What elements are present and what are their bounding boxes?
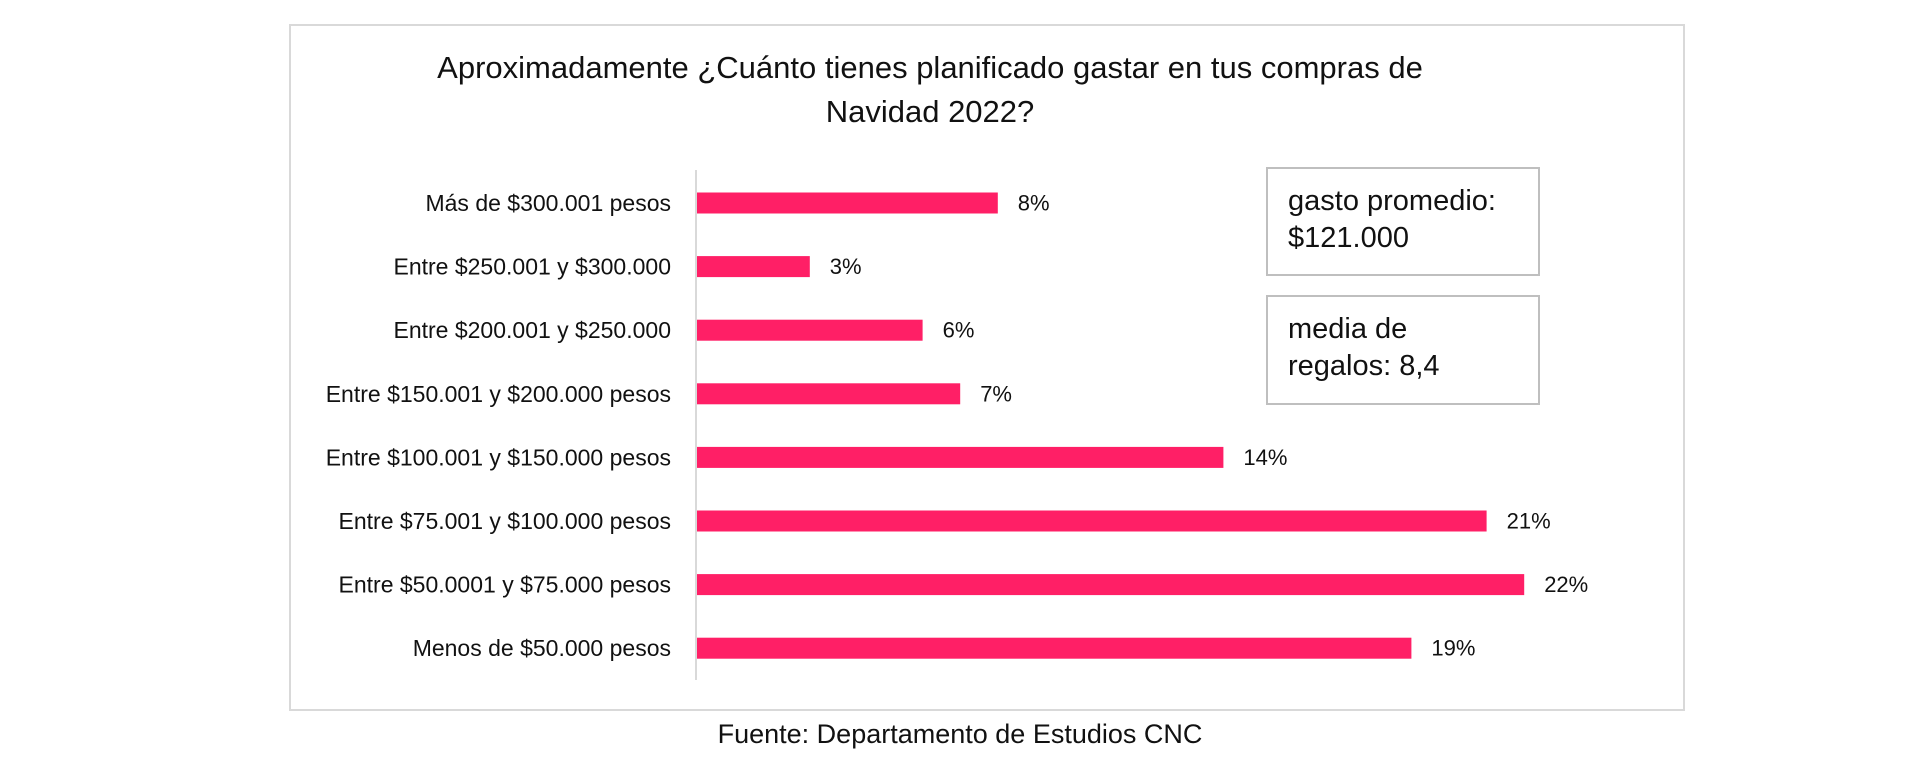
data-label: 21% bbox=[1507, 509, 1551, 534]
chart-title: Aproximadamente ¿Cuánto tienes planifica… bbox=[380, 46, 1480, 134]
bar bbox=[697, 574, 1525, 596]
category-label: Más de $300.001 pesos bbox=[425, 190, 671, 216]
data-label: 6% bbox=[943, 318, 975, 343]
category-label: Entre $250.001 y $300.000 bbox=[393, 254, 671, 280]
average-spend-value: $121.000 bbox=[1288, 222, 1409, 254]
category-label: Entre $100.001 y $150.000 pesos bbox=[326, 444, 671, 470]
bar bbox=[697, 192, 998, 214]
category-label: Entre $50.0001 y $75.000 pesos bbox=[339, 572, 671, 598]
bar bbox=[697, 446, 1224, 468]
bar bbox=[697, 256, 810, 278]
source-note: Fuente: Departamento de Estudios CNC bbox=[717, 719, 1203, 749]
bar bbox=[697, 319, 923, 341]
category-label: Entre $75.001 y $100.000 pesos bbox=[339, 508, 671, 534]
chart-title-line-2: Navidad 2022? bbox=[825, 94, 1035, 129]
average-gifts-label: media de bbox=[1288, 313, 1408, 345]
data-label: 14% bbox=[1243, 445, 1287, 470]
category-label: Entre $150.001 y $200.000 pesos bbox=[326, 381, 671, 407]
category-label: Menos de $50.000 pesos bbox=[413, 635, 671, 661]
data-label: 7% bbox=[980, 381, 1012, 406]
average-spend-label: gasto promedio: bbox=[1288, 185, 1496, 217]
data-label: 19% bbox=[1431, 636, 1475, 661]
average-gifts-box: media de regalos: 8,4 bbox=[1266, 295, 1540, 405]
average-spend-box: gasto promedio: $121.000 bbox=[1266, 167, 1540, 276]
chart-title-line-1: Aproximadamente ¿Cuánto tienes planifica… bbox=[437, 50, 1423, 85]
data-label: 3% bbox=[830, 254, 862, 279]
average-gifts-value: regalos: 8,4 bbox=[1288, 350, 1440, 382]
data-label: 8% bbox=[1018, 191, 1050, 216]
data-label: 22% bbox=[1544, 572, 1588, 597]
category-label: Entre $200.001 y $250.000 bbox=[393, 317, 671, 343]
bar bbox=[697, 510, 1487, 532]
bar bbox=[697, 383, 961, 405]
bar bbox=[697, 637, 1412, 659]
